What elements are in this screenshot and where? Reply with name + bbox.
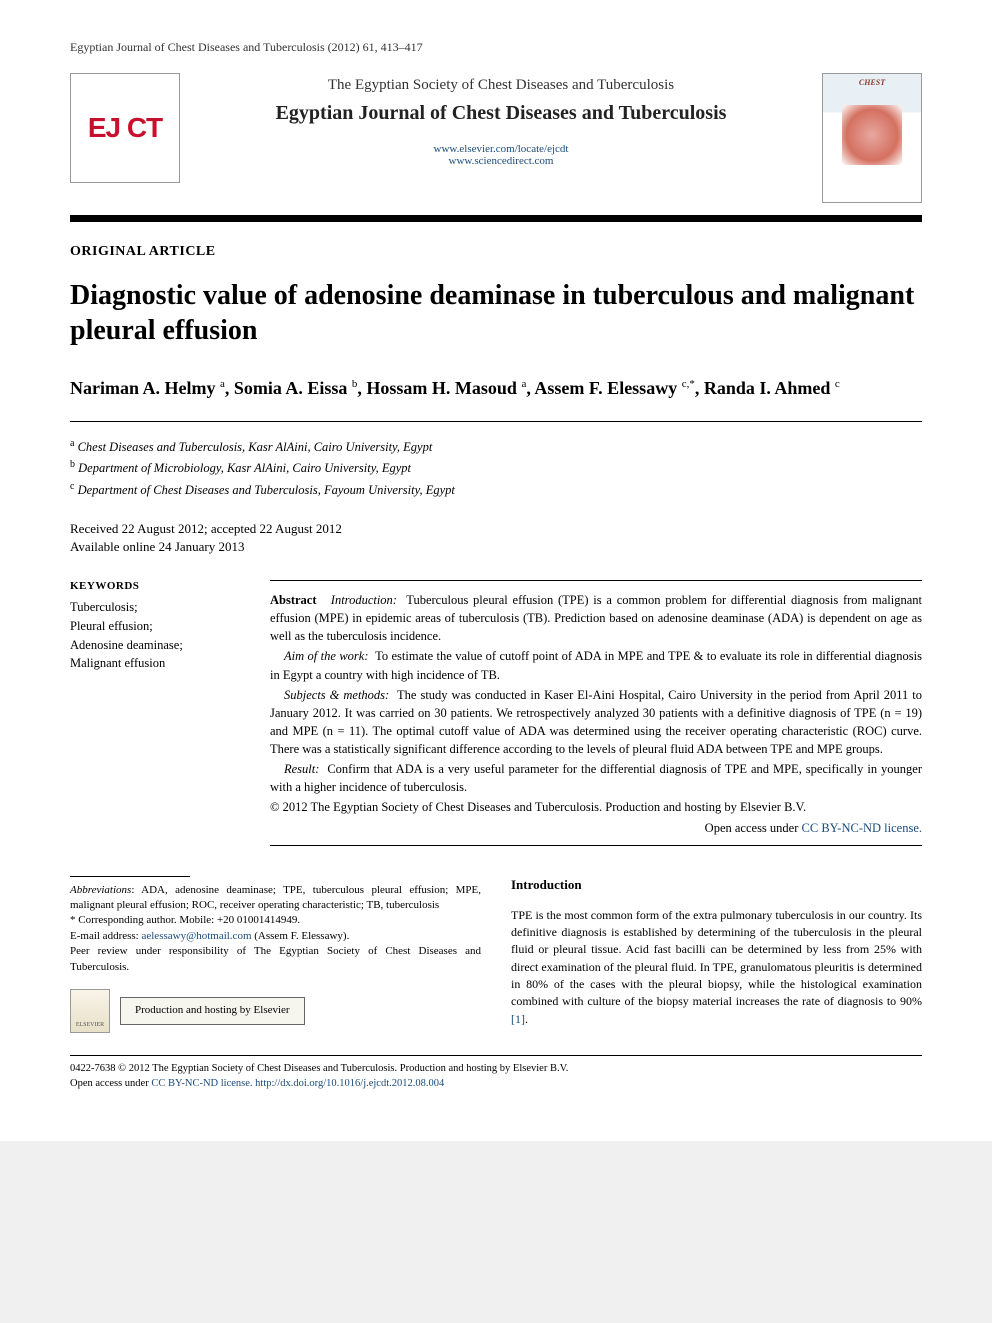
article-title: Diagnostic value of adenosine deaminase … xyxy=(70,278,922,348)
available-online: Available online 24 January 2013 xyxy=(70,538,922,556)
introduction-heading: Introduction xyxy=(511,876,922,895)
email-line: E-mail address: aelessawy@hotmail.com (A… xyxy=(70,929,481,944)
footer-license-link[interactable]: CC BY-NC-ND license. xyxy=(151,1078,252,1089)
methods-head: Subjects & methods: xyxy=(284,688,389,702)
journal-page: Egyptian Journal of Chest Diseases and T… xyxy=(0,0,992,1141)
production-hosting-box: Production and hosting by Elsevier xyxy=(120,997,305,1025)
email-label: E-mail address: xyxy=(70,930,141,942)
abstract-bottom-rule xyxy=(270,845,922,846)
peer-review-note: Peer review under responsibility of The … xyxy=(70,944,481,975)
corr-mark: * xyxy=(70,914,76,926)
footnote-rule xyxy=(70,876,190,877)
page-footer: 0422-7638 © 2012 The Egyptian Society of… xyxy=(70,1062,922,1091)
journal-cover-thumbnail: CHEST xyxy=(822,73,922,203)
society-name: The Egyptian Society of Chest Diseases a… xyxy=(198,77,804,94)
abbreviations-line: Abbreviations: ADA, adenosine deaminase;… xyxy=(70,883,481,914)
corr-text: Corresponding author. Mobile: +20 010014… xyxy=(78,914,300,926)
journal-urls: www.elsevier.com/locate/ejcdt www.scienc… xyxy=(198,143,804,167)
abstract-block: KEYWORDS Tuberculosis;Pleural effusion;A… xyxy=(70,580,922,846)
aim-head: Aim of the work: xyxy=(284,649,369,663)
thick-rule xyxy=(70,215,922,222)
elsevier-tree-icon: ELSEVIER xyxy=(70,989,110,1033)
logo-text: EJ CT xyxy=(88,112,162,144)
masthead: EJ CT The Egyptian Society of Chest Dise… xyxy=(70,73,922,203)
abstract-label: Abstract xyxy=(270,593,317,607)
cover-lung-image xyxy=(842,105,902,165)
email-tail: (Assem F. Elessawy). xyxy=(252,930,350,942)
abstract-methods: Subjects & methods: The study was conduc… xyxy=(270,686,922,759)
running-head: Egyptian Journal of Chest Diseases and T… xyxy=(70,40,922,55)
abstract-aim: Aim of the work: To estimate the value o… xyxy=(270,647,922,683)
footer-license-doi: Open access under CC BY-NC-ND license. h… xyxy=(70,1077,922,1092)
footer-doi-link[interactable]: http://dx.doi.org/10.1016/j.ejcdt.2012.0… xyxy=(255,1078,444,1089)
author-list: Nariman A. Helmy a, Somia A. Eissa b, Ho… xyxy=(70,376,922,401)
result-text: Confirm that ADA is a very useful parame… xyxy=(270,762,922,794)
received-accepted: Received 22 August 2012; accepted 22 Aug… xyxy=(70,520,922,538)
footnotes: Abbreviations: ADA, adenosine deaminase;… xyxy=(70,883,481,975)
keywords-column: KEYWORDS Tuberculosis;Pleural effusion;A… xyxy=(70,580,240,846)
abstract-license: Open access under CC BY-NC-ND license. xyxy=(270,819,922,837)
abstract-copyright: © 2012 The Egyptian Society of Chest Dis… xyxy=(270,798,922,816)
left-column: Abbreviations: ADA, adenosine deaminase;… xyxy=(70,876,481,1033)
abbrev-label: Abbreviations xyxy=(70,884,131,896)
abstract-column: Abstract Introduction: Tuberculous pleur… xyxy=(270,580,922,846)
license-link[interactable]: CC BY-NC-ND license. xyxy=(802,821,922,835)
reference-link-1[interactable]: [1] xyxy=(511,1012,525,1026)
article-dates: Received 22 August 2012; accepted 22 Aug… xyxy=(70,520,922,556)
intro-tail: . xyxy=(525,1012,528,1026)
email-link[interactable]: aelessawy@hotmail.com xyxy=(141,930,251,942)
journal-url-1[interactable]: www.elsevier.com/locate/ejcdt xyxy=(198,143,804,155)
intro-head: Introduction: xyxy=(331,593,397,607)
journal-title: Egyptian Journal of Chest Diseases and T… xyxy=(198,102,804,125)
author-rule xyxy=(70,421,922,422)
abstract-result: Result: Confirm that ADA is a very usefu… xyxy=(270,760,922,796)
elsevier-badge: ELSEVIER Production and hosting by Elsev… xyxy=(70,989,481,1033)
keywords-list: Tuberculosis;Pleural effusion;Adenosine … xyxy=(70,598,240,673)
journal-url-2[interactable]: www.sciencedirect.com xyxy=(198,155,804,167)
article-type: ORIGINAL ARTICLE xyxy=(70,244,922,260)
right-column: Introduction TPE is the most common form… xyxy=(511,876,922,1033)
affiliations: a Chest Diseases and Tuberculosis, Kasr … xyxy=(70,436,922,499)
result-head: Result: xyxy=(284,762,319,776)
footer-license-prefix: Open access under xyxy=(70,1078,151,1089)
abstract-intro: Abstract Introduction: Tuberculous pleur… xyxy=(270,591,922,645)
intro-para-text: TPE is the most common form of the extra… xyxy=(511,908,922,1009)
footer-rule xyxy=(70,1055,922,1056)
introduction-paragraph: TPE is the most common form of the extra… xyxy=(511,907,922,1029)
license-prefix: Open access under xyxy=(705,821,802,835)
masthead-center: The Egyptian Society of Chest Diseases a… xyxy=(198,73,804,167)
keywords-head: KEYWORDS xyxy=(70,580,240,592)
footer-copyright: 0422-7638 © 2012 The Egyptian Society of… xyxy=(70,1062,922,1077)
cover-caption: CHEST xyxy=(859,78,885,87)
abbrev-text: : ADA, adenosine deaminase; TPE, tubercu… xyxy=(70,884,481,911)
body-two-column: Abbreviations: ADA, adenosine deaminase;… xyxy=(70,876,922,1033)
corresponding-author: * Corresponding author. Mobile: +20 0100… xyxy=(70,913,481,928)
journal-logo: EJ CT xyxy=(70,73,180,183)
